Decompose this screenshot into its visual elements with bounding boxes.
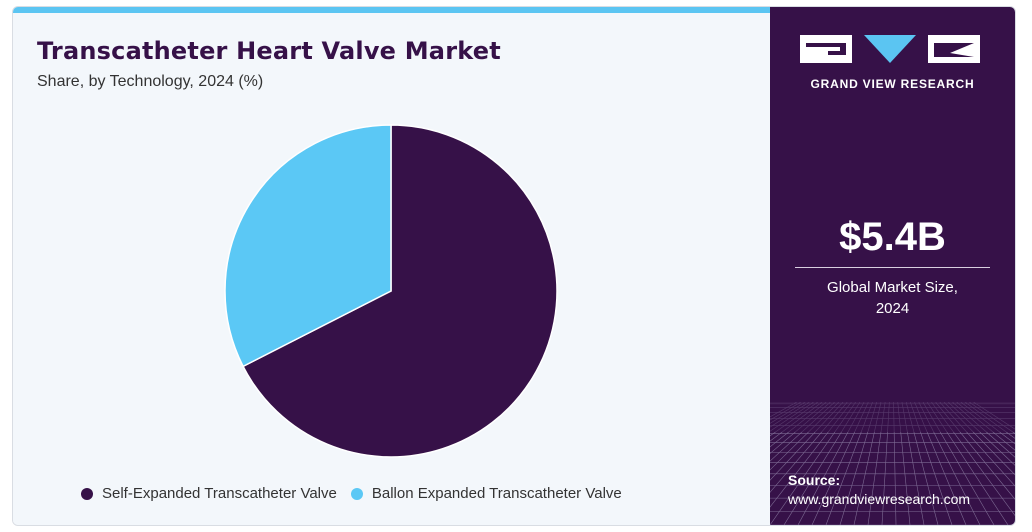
grand-view-research-logo (800, 35, 980, 63)
source-block: Source: www.grandviewresearch.com (788, 471, 970, 509)
accent-bar (13, 7, 770, 13)
chart-area: Transcatheter Heart Valve Market Share, … (13, 13, 770, 525)
market-size-label-line1: Global Market Size, (827, 279, 958, 296)
legend-label-ballon-expanded: Ballon Expanded Transcatheter Valve (371, 485, 622, 502)
divider (795, 267, 990, 268)
brand-name: GRAND VIEW RESEARCH (810, 77, 975, 91)
legend-swatch-self-expanded (81, 487, 93, 500)
chart-subtitle: Share, by Technology, 2024 (%) (37, 73, 264, 90)
market-size-label-line2: 2024 (875, 300, 910, 317)
chart-card: Transcatheter Heart Valve Market Share, … (12, 6, 1016, 526)
pie-chart (224, 124, 558, 458)
legend-label-self-expanded: Self-Expanded Transcatheter Valve (102, 485, 337, 502)
pie-slice-0 (242, 124, 558, 458)
chart-legend: Self-Expanded Transcatheter Valve Ballon… (81, 485, 636, 502)
info-panel: GRAND VIEW RESEARCH $5.4B Global Market … (770, 7, 1015, 525)
legend-item-self-expanded: Self-Expanded Transcatheter Valve (81, 485, 337, 502)
source-label: Source: (788, 472, 841, 488)
source-url[interactable]: www.grandviewresearch.com (788, 491, 971, 507)
decorative-grid (770, 402, 1015, 525)
pie-slice-1 (224, 124, 392, 368)
legend-item-ballon-expanded: Ballon Expanded Transcatheter Valve (350, 485, 622, 502)
market-size-value: $5.4B (839, 215, 946, 259)
grid-fade (770, 402, 1015, 432)
legend-swatch-ballon-expanded (350, 487, 363, 500)
market-size-label: Global Market Size, 2024 (770, 277, 1015, 319)
chart-title: Transcatheter Heart Valve Market (37, 37, 501, 65)
